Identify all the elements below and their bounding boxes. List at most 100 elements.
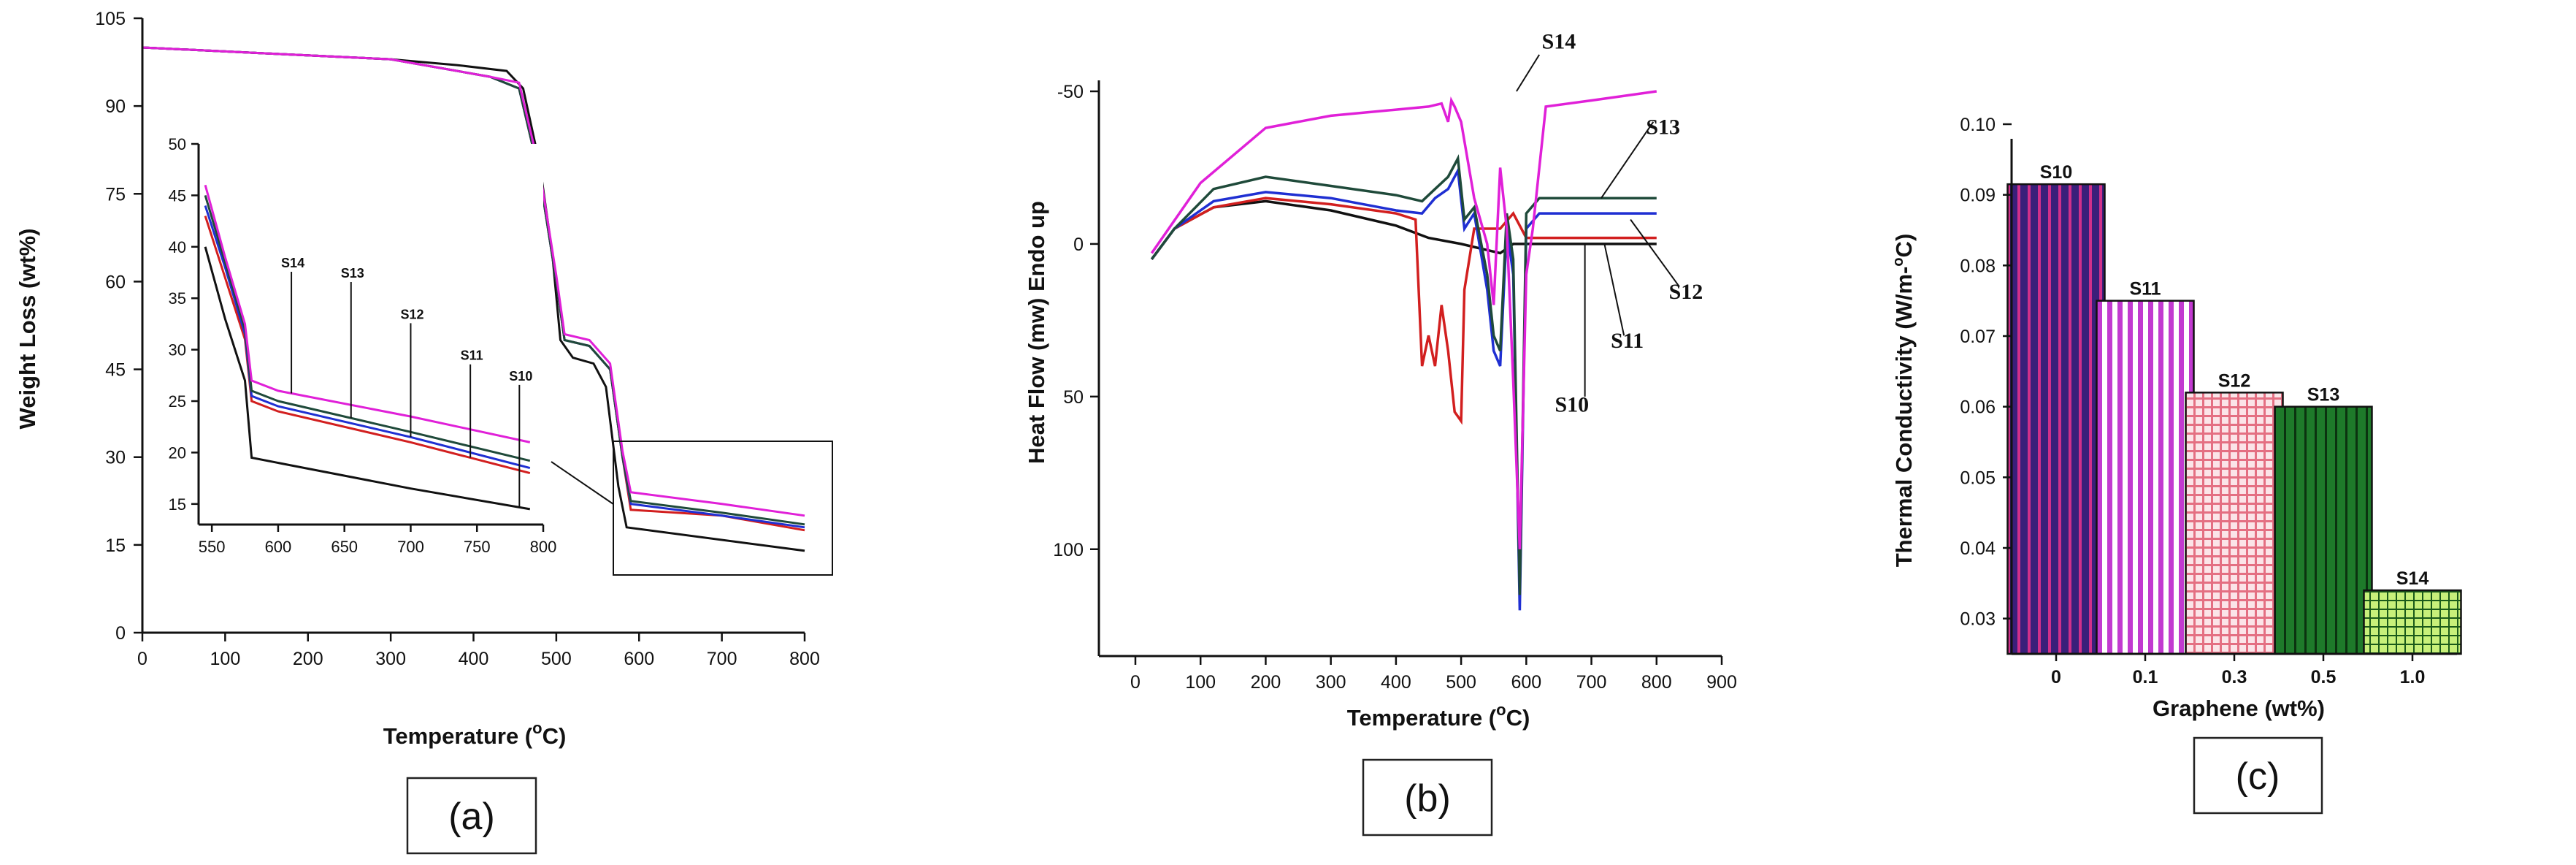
panel-a-zoom-box	[613, 441, 833, 576]
panel-b-x-tick-label: 400	[1381, 672, 1411, 693]
panel-a-inset-y-tick-label: 40	[169, 238, 186, 256]
panel-a-caption: (a)	[448, 796, 495, 838]
panel-b-x-tick-label: 600	[1511, 672, 1541, 693]
panel-c-y-tick-label: 0.04	[1960, 538, 1996, 559]
panel-c-y-tick-label: 0.07	[1960, 327, 1996, 347]
panel-c-y-tick-label: 0.09	[1960, 186, 1996, 206]
panel-b-x-tick-label: 900	[1706, 672, 1737, 693]
panel-c-x-tick-label: 0	[2051, 667, 2061, 687]
panel-a-x-tick-label: 600	[624, 649, 654, 669]
panel-b-x-tick-label: 300	[1316, 672, 1346, 693]
panel-c-bar-label: S13	[2307, 385, 2339, 405]
panel-c-x-tick-label: 0.1	[2133, 667, 2158, 687]
panel-a-y-ticks: 0 15 30 45 60 75 90 105	[95, 9, 142, 644]
panel-c-y-tick-label: 0.10	[1960, 115, 1996, 135]
panel-b-series-s11	[1150, 197, 1657, 425]
panel-a-x-tick-label: 400	[459, 649, 489, 669]
panel-b-label-s14: S14	[1542, 30, 1576, 54]
panel-a-inset-x-tick-label: 800	[530, 538, 557, 556]
panel-c-y-tick-label: 0.06	[1960, 397, 1996, 418]
panel-a-inset-annotation-label: S13	[341, 266, 364, 281]
panel-b-y-tick-label: -50	[1057, 82, 1084, 102]
panel-b-x-axis-label: Temperature (oC)	[1347, 701, 1530, 731]
panel-a-y-tick-label: 45	[105, 360, 126, 381]
panel-b-y-axis-label: Heat Flow (mw) Endo up	[1024, 201, 1049, 464]
panel-b-y-tick-label: 50	[1063, 387, 1084, 408]
panel-c-x-tick-label: 1.0	[2400, 667, 2426, 687]
panel-c-caption-box	[2193, 736, 2323, 815]
panel-b-leader-line	[1516, 54, 1541, 92]
panel-c-caption: (c)	[2236, 755, 2280, 798]
panel-a-x-tick-label: 100	[210, 649, 241, 669]
panel-b-label-s12: S12	[1669, 280, 1703, 304]
panel-b-label-s13: S13	[1646, 115, 1680, 139]
panel-b-x-tick-label: 700	[1576, 672, 1607, 693]
panel-c-y-axis-label: Thermal Conductivity (W/m-oC)	[1890, 234, 1917, 568]
panel-a-inset-y-tick-label: 15	[169, 495, 186, 514]
panel-a-inset-y-ticks: 15 20 25 30 35 40 45 50	[169, 135, 199, 514]
panel-b-x-ticks: 0 100 200 300 400 500 600 700 800 900	[1130, 656, 1737, 693]
panel-a-y-tick-label: 60	[105, 272, 126, 292]
panel-a-inset-background	[199, 144, 543, 525]
panel-b-dsc-chart: 0 100 200 300 400 500 600 700 800 900 -50 0 50 100 S…	[1024, 30, 1737, 837]
panel-b-label-s11: S11	[1611, 329, 1644, 353]
panel-b-caption: (b)	[1404, 777, 1451, 820]
panel-a-series-group	[142, 46, 805, 552]
panel-a-inset: S14 S13 S12 S11 S10 550 600 650 700 750 800 15 20 2…	[169, 135, 557, 556]
panel-a-x-axis-label: Temperature (oC)	[383, 719, 567, 749]
panel-a-inset-annotations: S14 S13 S12 S11 S10	[281, 256, 532, 508]
panel-c-bar-label: S14	[2396, 568, 2429, 589]
panel-b-caption-box	[1362, 758, 1493, 837]
panel-a-y-tick-label: 15	[105, 536, 126, 556]
panel-b-leader-line	[1601, 121, 1655, 199]
panel-a-x-tick-label: 800	[789, 649, 820, 669]
panel-c-bar-labels: S10 S11 S12 S13 S14	[2040, 162, 2429, 589]
panel-c-x-tick-label: 0.3	[2222, 667, 2247, 687]
panel-c-x-ticks: 0 0.1 0.3 0.5 1.0	[2051, 654, 2425, 687]
panel-b-x-tick-label: 100	[1185, 672, 1216, 693]
panel-c-y-tick-label: 0.03	[1960, 609, 1996, 630]
panel-a-x-tick-label: 200	[293, 649, 323, 669]
panel-c-bar-s10	[2006, 183, 2106, 655]
panel-a-inset-series-s11	[204, 216, 531, 475]
panel-b-label-s10: S10	[1555, 393, 1589, 417]
panel-b-series-s10	[1150, 199, 1657, 260]
panel-a-x-tick-label: 300	[375, 649, 406, 669]
panel-b-series-group	[1150, 90, 1657, 611]
panel-a-inset-x-ticks: 550 600 650 700 750 800	[199, 525, 557, 556]
panel-a-x-tick-label: 700	[707, 649, 737, 669]
panel-a-inset-x-tick-label: 600	[265, 538, 292, 556]
panel-a-caption-box	[406, 777, 537, 855]
panel-b-leader-line	[1630, 218, 1680, 288]
panel-c-x-axis-label: Graphene (wt%)	[2153, 696, 2325, 721]
panel-c-bar-label: S10	[2040, 162, 2072, 183]
panel-a-inset-x-tick-label: 750	[464, 538, 491, 556]
panel-a-inset-x-tick-label: 650	[331, 538, 358, 556]
panel-a-inset-y-tick-label: 35	[169, 289, 186, 308]
panel-b-y-tick-label: 0	[1073, 235, 1084, 255]
panel-b-x-tick-label: 800	[1641, 672, 1672, 693]
panel-b-series-labels: S14 S13 S12 S11 S10	[1516, 30, 1703, 417]
panel-b-leader-line	[1603, 243, 1625, 336]
panel-a-inset-y-tick-label: 30	[169, 341, 186, 359]
panel-a-inset-x-tick-label: 550	[199, 538, 226, 556]
panel-c-x-tick-label: 0.5	[2311, 667, 2337, 687]
panel-c-bar-s14	[2363, 589, 2462, 655]
panel-c-y-ticks: 0.03 0.04 0.05 0.06 0.07 0.08 0.09 0.10	[1960, 115, 2012, 630]
panel-a-inset-y-tick-label: 45	[169, 186, 186, 205]
panel-a-y-tick-label: 0	[115, 623, 126, 644]
panel-a-tga-chart: 0 100 200 300 400 500 600 700 800 0 15 30 45 60 75 90 1…	[15, 9, 833, 855]
panel-b-x-tick-label: 0	[1130, 672, 1141, 693]
panel-a-inset-annotation-label: S14	[281, 256, 304, 270]
panel-a-series-s14	[142, 46, 805, 517]
panel-a-x-tick-label: 0	[137, 649, 147, 669]
panel-a-inset-y-tick-label: 25	[169, 392, 186, 411]
panel-b-y-ticks: -50 0 50 100	[1053, 82, 1099, 560]
panel-c-bars-group	[2006, 183, 2462, 655]
panel-a-zoom-connector	[551, 461, 614, 505]
panel-c-y-tick-label: 0.08	[1960, 256, 1996, 276]
panel-c-y-tick-label: 0.05	[1960, 468, 1996, 488]
panel-a-y-tick-label: 105	[95, 9, 126, 29]
